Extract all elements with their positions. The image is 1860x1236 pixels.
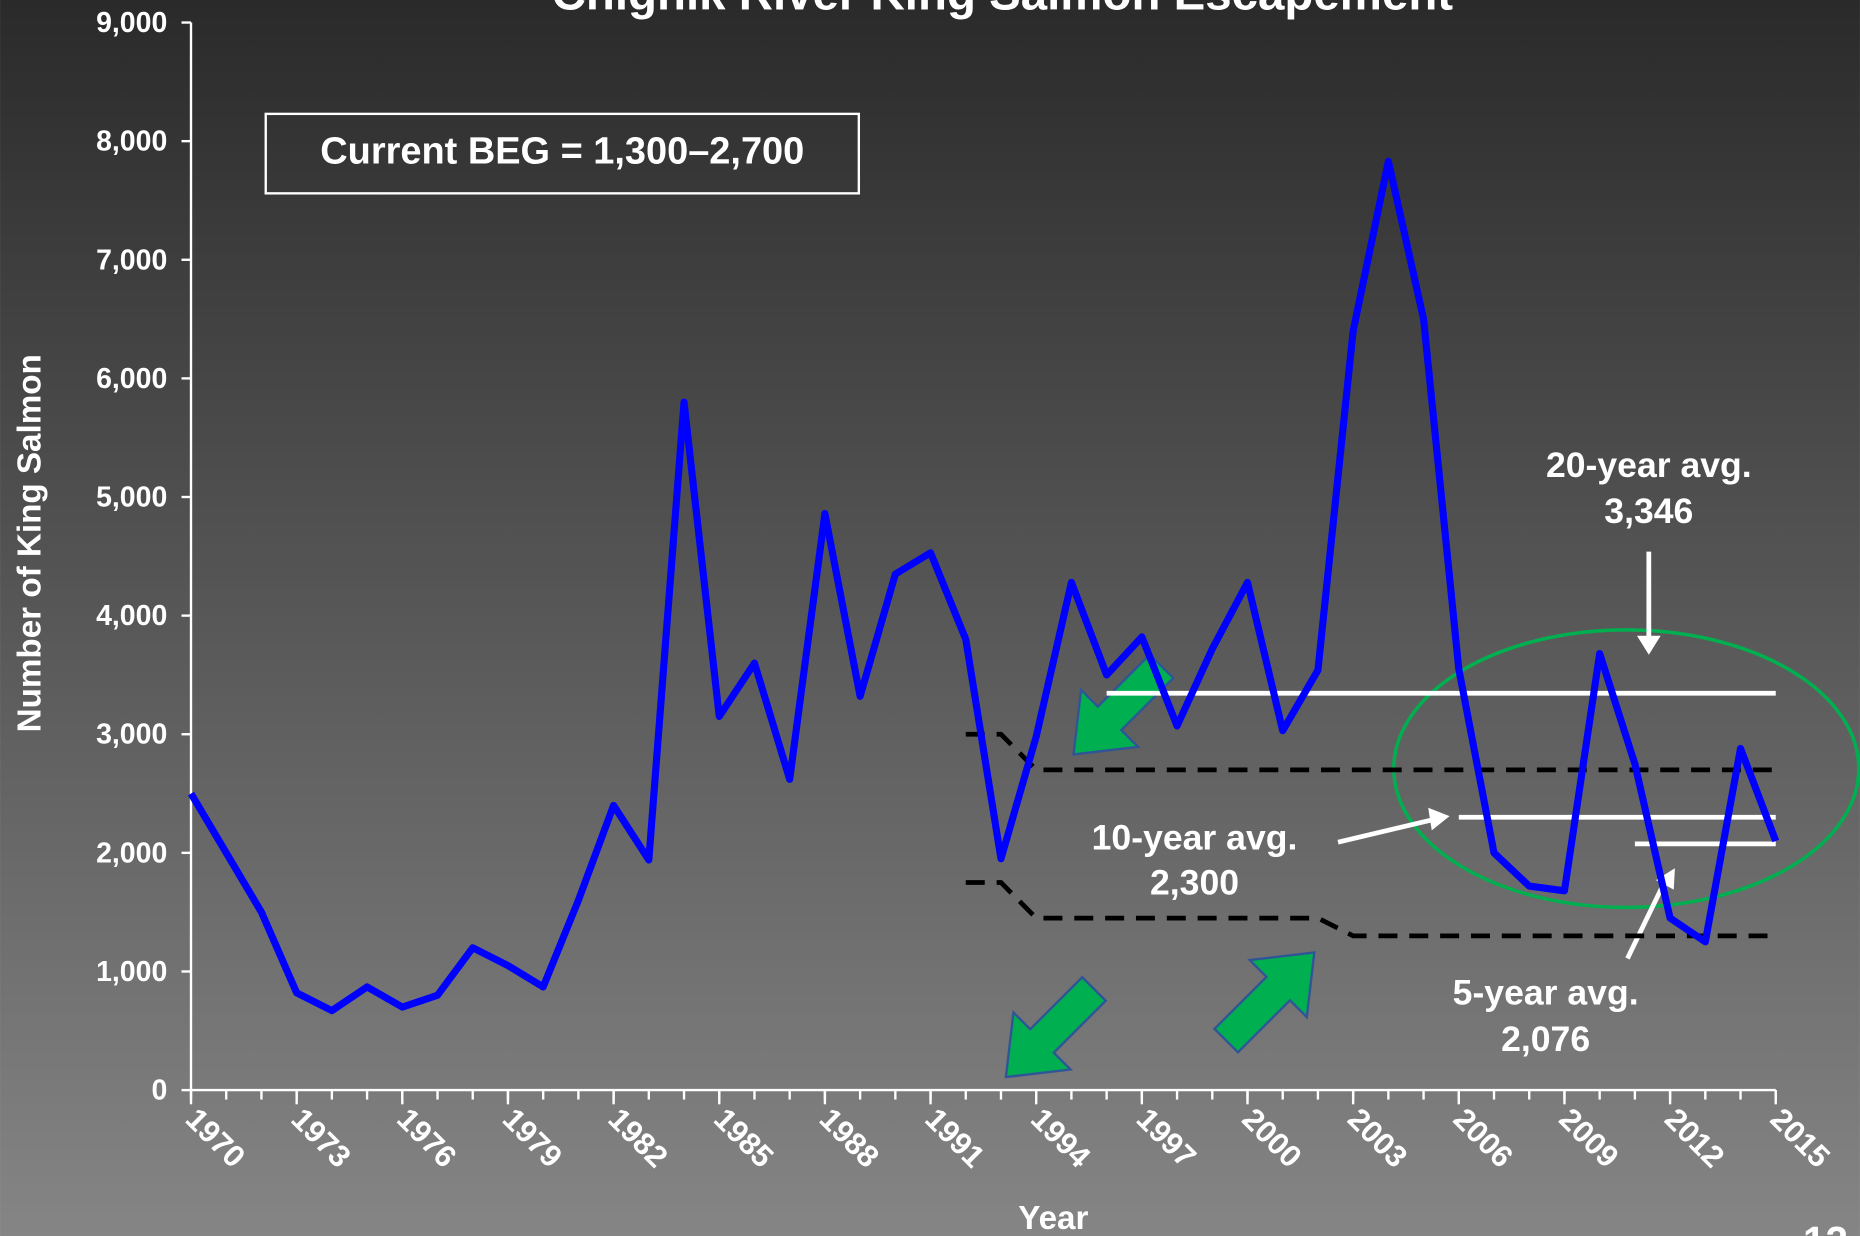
pointer [1337, 817, 1434, 845]
y-tick-label: 8,000 [96, 126, 167, 158]
average-label: 20-year avg. [1546, 445, 1752, 485]
green-arrows [1004, 652, 1316, 1079]
y-tick-label: 2,000 [96, 837, 167, 869]
pointer-head [1655, 868, 1675, 890]
y-axis-label: Number of King Salmon [11, 354, 48, 732]
annotation-box [264, 112, 861, 195]
pointer-head [1636, 635, 1661, 655]
annotation: Current BEG = 1,300–2,700 [320, 131, 804, 173]
y-tick-label: 4,000 [96, 600, 167, 632]
pointer-arrows [1337, 551, 1675, 960]
average-label: 5-year avg. [1453, 973, 1639, 1013]
slide-number: 12 [1803, 1218, 1848, 1236]
arrow [1212, 951, 1316, 1054]
average-label: 10-year avg. [1092, 817, 1298, 857]
arrow [1072, 652, 1176, 756]
y-tick-label: 6,000 [96, 363, 167, 395]
data-line [187, 157, 1780, 1015]
average-value-label: 2,076 [1501, 1019, 1590, 1059]
pointer [1625, 879, 1668, 960]
pointer-head [1428, 807, 1450, 831]
chart-title: Chignik River King Salmon Escapement [552, 0, 1454, 20]
y-tick-label: 5,000 [96, 481, 167, 513]
goal-line [965, 880, 1776, 939]
y-tick-label: 0 [151, 1075, 167, 1107]
x-axis-label: Year [1018, 1200, 1088, 1236]
average-value-label: 2,300 [1150, 862, 1239, 902]
y-tick-label: 3,000 [96, 719, 167, 751]
y-tick-label: 7,000 [96, 244, 167, 276]
arrow [1004, 975, 1108, 1079]
average-value-label: 3,346 [1604, 491, 1693, 531]
y-tick-label: 1,000 [96, 956, 167, 988]
y-tick-label: 9,000 [96, 7, 167, 39]
